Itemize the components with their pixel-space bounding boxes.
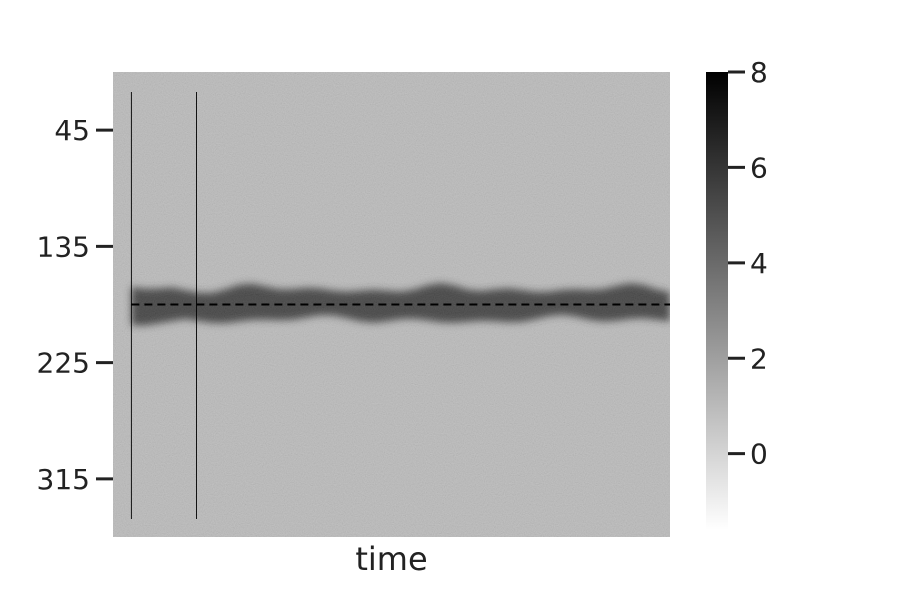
- colorbar-tick-label: 0: [750, 438, 768, 471]
- y-axis: 45 135 225 315: [37, 114, 113, 496]
- colorbar-gradient: [706, 72, 728, 530]
- colorbar-tick-label: 8: [750, 56, 768, 89]
- y-tick-label: 225: [37, 347, 90, 380]
- colorbar-tick-label: 4: [750, 247, 768, 280]
- colorbar: 0 2 4 6 8: [706, 56, 768, 530]
- heatmap: [113, 72, 670, 537]
- x-axis-label: time: [355, 540, 427, 578]
- colorbar-ticks: 0 2 4 6 8: [728, 56, 768, 471]
- vertical-markers: [130, 92, 198, 519]
- y-tick-label: 45: [54, 114, 90, 147]
- y-tick-label: 135: [37, 230, 90, 263]
- colorbar-tick-label: 6: [750, 151, 768, 184]
- y-tick-label: 315: [37, 463, 90, 496]
- colorbar-tick-label: 2: [750, 342, 768, 375]
